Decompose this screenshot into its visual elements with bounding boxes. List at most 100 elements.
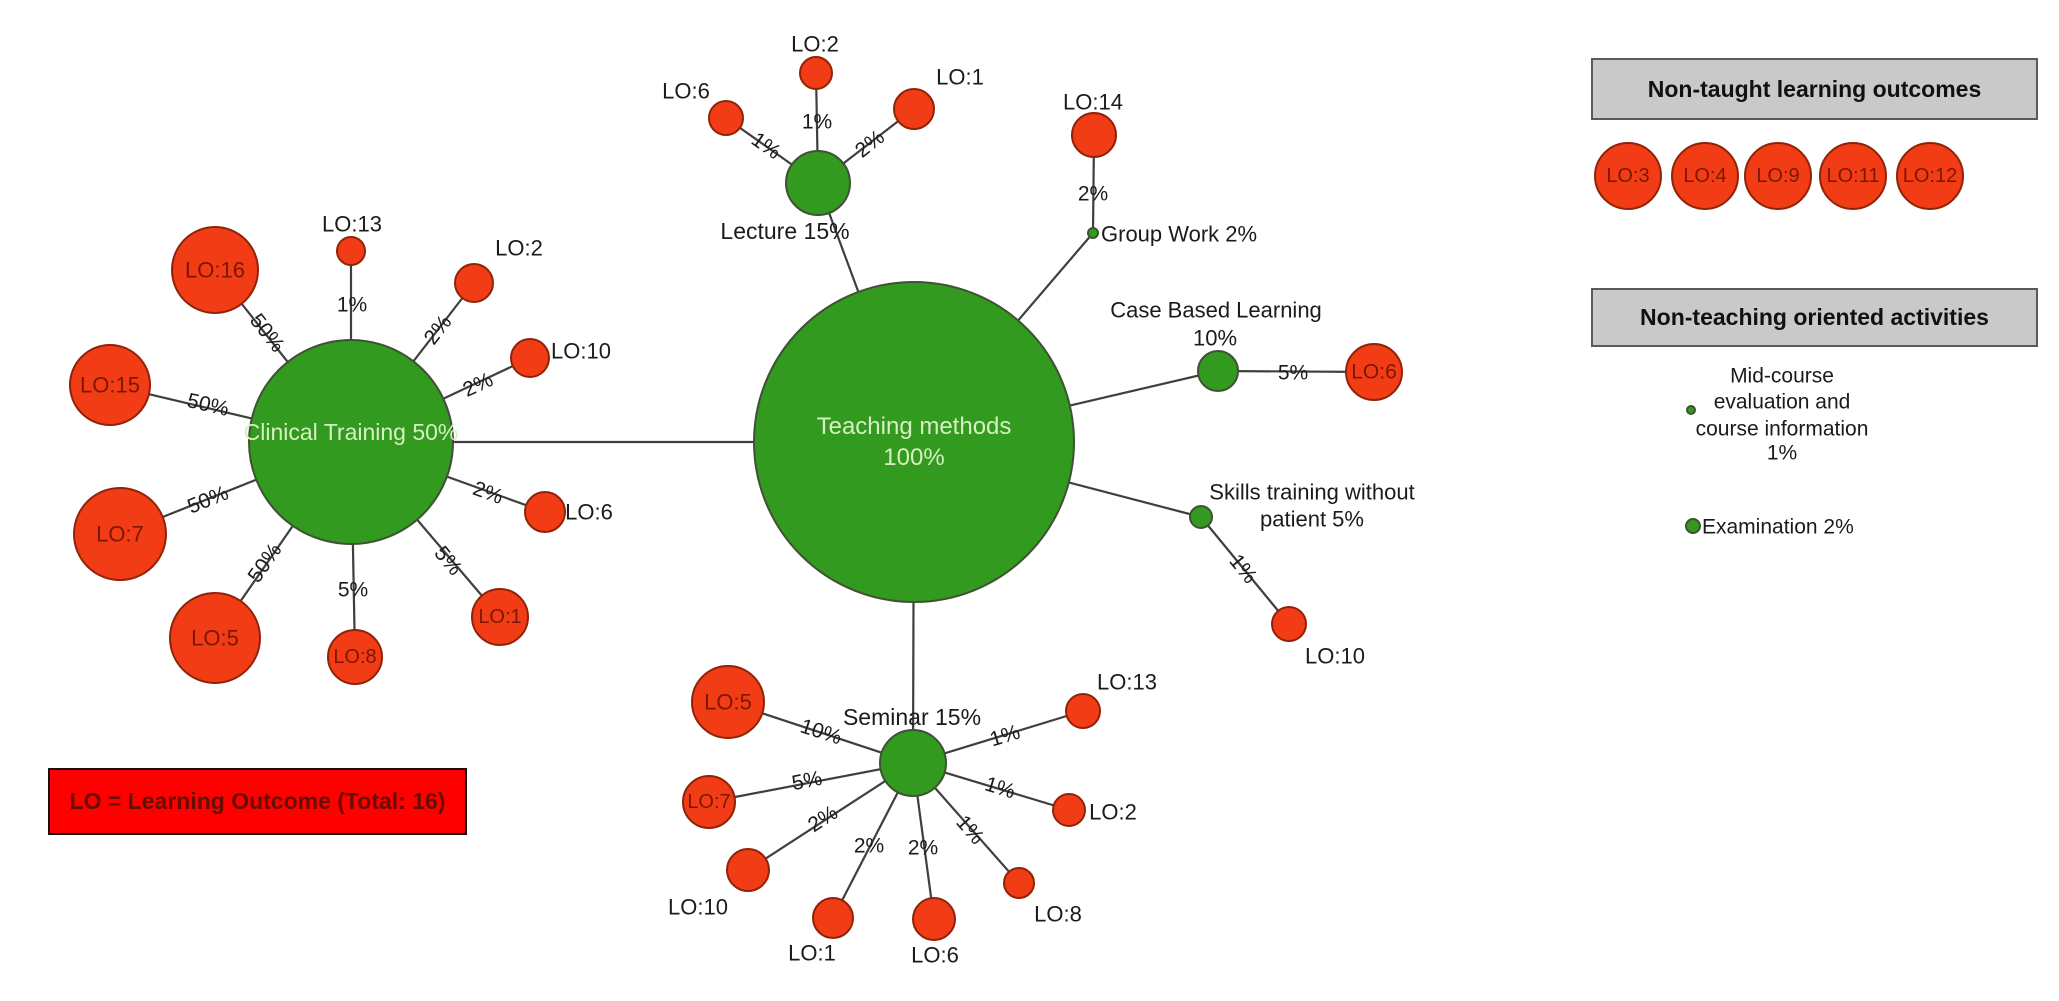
label-1: 1% xyxy=(1767,442,1797,465)
label-2: 2% xyxy=(908,837,938,860)
label-lo-10: LO:10 xyxy=(1305,644,1365,669)
label-10: 10% xyxy=(797,715,844,750)
outcome-clinical-lo1 xyxy=(471,588,529,646)
node-clinical-training-label: Clinical Training 50% xyxy=(244,419,459,445)
outcome-seminar-lo5 xyxy=(691,665,765,739)
panel-header-non-taught-outcomes: Non-taught learning outcomes xyxy=(1591,58,2038,120)
label-2: 2% xyxy=(470,477,506,509)
label-examination-2: Examination 2% xyxy=(1702,516,1854,539)
outcome-lecture-lo1 xyxy=(893,88,935,130)
outcome-seminar-lo5-label: LO:5 xyxy=(704,690,752,715)
outcome-clinical-lo7-label: LO:7 xyxy=(96,522,144,547)
outcome-cbl-lo6-label: LO:6 xyxy=(1351,361,1397,384)
label-2: 2% xyxy=(804,801,842,837)
label-50: 50% xyxy=(244,539,287,587)
outcome-clinical-lo16 xyxy=(171,226,259,314)
label-group-work-2: Group Work 2% xyxy=(1101,222,1257,247)
outcome-seminar-lo13 xyxy=(1065,693,1101,729)
label-seminar-15: Seminar 15% xyxy=(843,704,981,730)
label-5: 5% xyxy=(429,542,466,580)
node-lecture xyxy=(785,150,851,216)
label-lo-2: LO:2 xyxy=(791,32,839,57)
label-2: 2% xyxy=(420,311,457,349)
outcome-clinical-lo1-label: LO:1 xyxy=(478,606,521,628)
label-patient-5: patient 5% xyxy=(1260,507,1364,532)
label-2: 2% xyxy=(459,368,496,402)
outcome-clinical-lo5-label: LO:5 xyxy=(191,626,239,651)
outcome-clinical-lo8-label: LO:8 xyxy=(333,646,376,668)
outcome-panel-lo4-label: LO:4 xyxy=(1683,165,1726,187)
outcome-clinical-lo15 xyxy=(69,344,151,426)
outcome-groupwork-lo14 xyxy=(1071,112,1117,158)
label-evaluation-and: evaluation and xyxy=(1714,391,1851,414)
label-5: 5% xyxy=(1278,362,1308,385)
panel-header-non-teaching-activities: Non-teaching oriented activities xyxy=(1591,288,2038,347)
node-teaching-methods-label: 100% xyxy=(883,444,944,471)
outcome-panel-lo11 xyxy=(1819,142,1887,210)
label-1: 1% xyxy=(982,773,1018,804)
edge-skills-training-dot-skills-lo10 xyxy=(1200,516,1290,625)
outcome-panel-lo9 xyxy=(1744,142,1812,210)
outcome-panel-lo3 xyxy=(1594,142,1662,210)
label-1: 1% xyxy=(987,721,1023,752)
outcome-clinical-lo16-label: LO:16 xyxy=(185,258,245,283)
label-1: 1% xyxy=(802,111,832,134)
outcome-panel-lo12 xyxy=(1896,142,1964,210)
outcome-cbl-lo6 xyxy=(1345,343,1403,401)
label-skills-training-without: Skills training without xyxy=(1209,480,1414,505)
label-lo-2: LO:2 xyxy=(495,236,543,261)
label-case-based-learning: Case Based Learning xyxy=(1110,298,1322,323)
node-teaching-methods xyxy=(753,281,1075,603)
outcome-panel-lo3-label: LO:3 xyxy=(1606,165,1649,187)
outcome-panel-lo4 xyxy=(1671,142,1739,210)
outcome-panel-lo12-label: LO:12 xyxy=(1903,165,1957,187)
label-2: 2% xyxy=(851,126,889,163)
label-lo-2: LO:2 xyxy=(1089,800,1137,825)
outcome-seminar-lo8 xyxy=(1003,867,1035,899)
outcome-seminar-lo10 xyxy=(726,848,770,892)
label-mid-course: Mid-course xyxy=(1730,365,1834,388)
label-lo-13: LO:13 xyxy=(322,212,382,237)
label-1: 1% xyxy=(337,294,367,317)
node-teaching-methods-label: Teaching methods xyxy=(817,413,1012,440)
label-lecture-15: Lecture 15% xyxy=(720,218,849,244)
outcome-clinical-lo10 xyxy=(510,338,550,378)
node-case-based-learning xyxy=(1197,350,1239,392)
label-10: 10% xyxy=(1193,326,1237,351)
label-50: 50% xyxy=(185,389,231,421)
label-2: 2% xyxy=(854,835,884,858)
label-course-information: course information xyxy=(1696,418,1869,441)
outcome-clinical-lo6 xyxy=(524,491,566,533)
outcome-clinical-lo2 xyxy=(454,263,494,303)
outcome-clinical-lo13 xyxy=(336,236,366,266)
label-lo-10: LO:10 xyxy=(551,339,611,364)
outcome-lecture-lo2 xyxy=(799,56,833,90)
node-group-work-dot xyxy=(1087,227,1099,239)
label-50: 50% xyxy=(184,481,232,518)
node-seminar xyxy=(879,729,947,797)
label-lo-1: LO:1 xyxy=(936,65,984,90)
label-1: 1% xyxy=(747,128,785,164)
legend-box: LO = Learning Outcome (Total: 16) xyxy=(48,768,467,835)
label-lo-1: LO:1 xyxy=(788,941,836,966)
label-lo-10: LO:10 xyxy=(668,895,728,920)
outcome-clinical-lo7 xyxy=(73,487,167,581)
label-lo-6: LO:6 xyxy=(662,79,710,104)
outcome-clinical-lo8 xyxy=(327,629,383,685)
node-skills-training-dot xyxy=(1189,505,1213,529)
node-mid-course-dot xyxy=(1686,405,1696,415)
outcome-seminar-lo2 xyxy=(1052,793,1086,827)
outcome-panel-lo11-label: LO:11 xyxy=(1827,165,1880,187)
node-examination-dot xyxy=(1685,518,1701,534)
node-clinical-training xyxy=(248,339,454,545)
outcome-seminar-lo7 xyxy=(682,775,736,829)
label-5: 5% xyxy=(790,767,824,795)
edge-seminar-seminar-lo7 xyxy=(708,761,914,804)
outcome-seminar-lo7-label: LO:7 xyxy=(687,791,730,813)
label-lo-13: LO:13 xyxy=(1097,670,1157,695)
outcome-seminar-lo1 xyxy=(812,897,854,939)
outcome-clinical-lo15-label: LO:15 xyxy=(80,373,140,398)
outcome-lecture-lo6 xyxy=(708,100,744,136)
